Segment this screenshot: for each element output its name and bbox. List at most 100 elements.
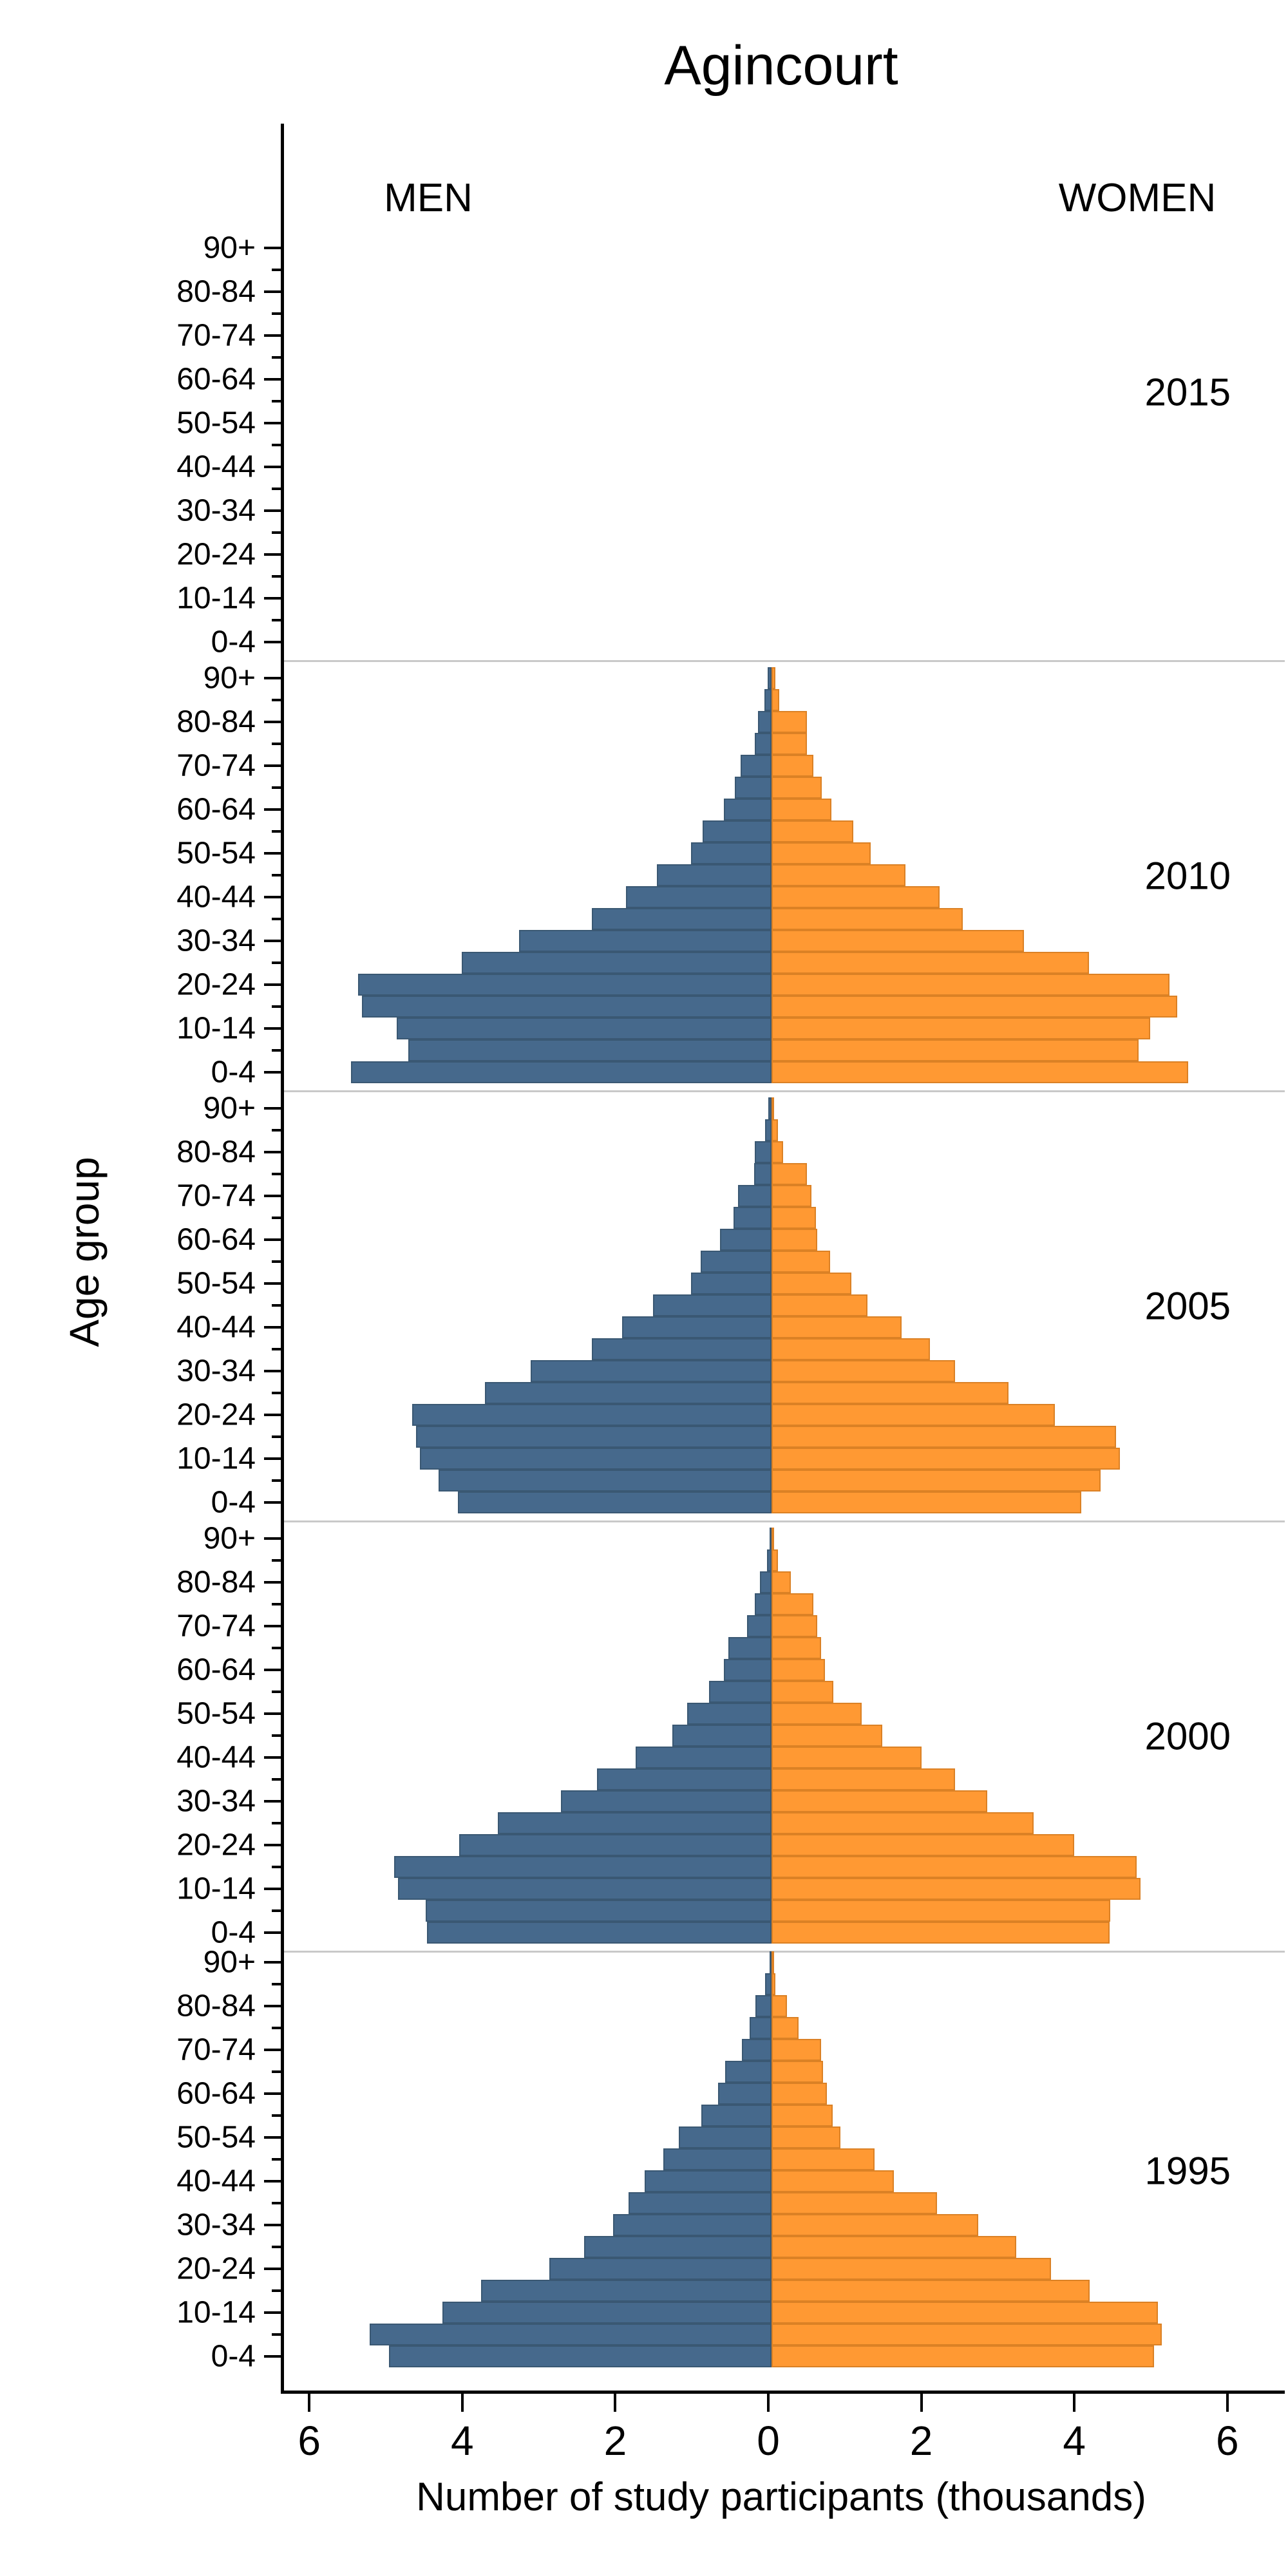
age-row: 60-64 (176, 1223, 1285, 1257)
women-bar (772, 974, 1170, 996)
women-bar (772, 2017, 799, 2039)
women-bar (772, 930, 1025, 952)
men-bar (720, 1229, 772, 1251)
women-bar (772, 1878, 1141, 1900)
women-bar (772, 1973, 775, 1995)
age-tick (272, 743, 281, 745)
women-bar (772, 2061, 823, 2083)
age-tick (264, 422, 281, 424)
age-label: 30-34 (176, 923, 256, 958)
men-bar (461, 952, 772, 974)
men-bar (408, 1039, 772, 1061)
women-bar (772, 1571, 791, 1593)
x-tick-label: 6 (298, 2418, 321, 2464)
rows: 90+ 80-84 70-74 60-64 50-54 40-44 30-34 20-24 10… (176, 1946, 1285, 2374)
men-bar (362, 996, 772, 1018)
age-row: 80-84 (176, 1566, 1285, 1600)
men-bar (583, 2236, 772, 2258)
men-bar (701, 2105, 772, 2126)
men-bar (754, 1141, 772, 1163)
age-tick (264, 1027, 281, 1030)
year-label: 2010 (1144, 854, 1231, 898)
age-tick (272, 2158, 281, 2161)
women-bar (772, 2280, 1090, 2302)
age-row: 10-14 (176, 1872, 1285, 1906)
age-tick (272, 830, 281, 833)
age-label: 50-54 (176, 836, 256, 871)
age-tick (272, 1559, 281, 1562)
age-tick (272, 2333, 281, 2336)
men-bar (746, 1615, 772, 1637)
women-bar (772, 1448, 1120, 1470)
age-row: 0-4 (211, 1056, 1285, 1090)
age-row: 50-54 (176, 837, 1285, 871)
age-tick (272, 2027, 281, 2029)
men-bar (644, 2170, 772, 2192)
age-label: 40-44 (176, 880, 256, 914)
age-tick (272, 2246, 281, 2248)
women-bar (772, 2083, 827, 2105)
men-bar (439, 1470, 772, 1492)
age-tick (272, 1005, 281, 1008)
women-bar (772, 1834, 1075, 1856)
men-bar (724, 1659, 772, 1681)
age-tick (264, 1326, 281, 1329)
age-row (272, 2148, 1285, 2170)
men-column-header: MEN (384, 176, 473, 220)
men-bar (419, 1448, 772, 1470)
women-bar (772, 777, 822, 799)
age-label: 30-34 (176, 2208, 256, 2242)
age-tick (272, 1778, 281, 1781)
age-tick (264, 764, 281, 767)
men-bar (754, 733, 772, 755)
age-label: 80-84 (176, 274, 256, 309)
women-bar (772, 1681, 834, 1703)
men-bar (530, 1360, 772, 1382)
men-bar (628, 2192, 772, 2214)
x-tick-label: 4 (1063, 2418, 1086, 2464)
women-bar (772, 1273, 851, 1294)
age-row: 60-64 (176, 2077, 1285, 2111)
women-bar (772, 1360, 956, 1382)
age-row (272, 996, 1285, 1018)
men-bar (765, 1973, 772, 1995)
women-bar (772, 1703, 862, 1725)
women-bar (772, 886, 940, 908)
women-bar (772, 1097, 774, 1119)
age-tick (272, 1392, 281, 1394)
women-bar (772, 667, 775, 689)
age-tick (264, 2049, 281, 2051)
women-bar (772, 1316, 902, 1338)
age-tick (264, 1370, 281, 1372)
men-bar (518, 930, 772, 952)
age-row: 60-64 (176, 1653, 1285, 1687)
y-axis-title: Age group (61, 1157, 108, 1347)
men-bar (679, 2126, 772, 2148)
age-tick (264, 2268, 281, 2270)
age-tick (264, 290, 281, 293)
age-row: 0-4 (211, 1486, 1285, 1520)
age-tick (264, 466, 281, 468)
women-bar (772, 908, 963, 930)
men-bar (396, 1018, 772, 1039)
age-tick (272, 1983, 281, 1985)
panel-2015: 2015 90+ 80-84 70-74 60-64 50-54 40-44 30-34 20-… (176, 124, 1285, 661)
age-label: 40-44 (176, 1740, 256, 1775)
x-tick-label: 2 (909, 2418, 933, 2464)
men-bar (672, 1725, 772, 1747)
age-row: 20-24 (176, 1828, 1285, 1862)
men-bar (663, 2148, 772, 2170)
age-tick (272, 699, 281, 701)
men-bar (755, 1995, 772, 2017)
men-bar (753, 1163, 772, 1185)
men-bar (691, 1273, 772, 1294)
women-column-header: WOMEN (1058, 176, 1217, 220)
age-label: 80-84 (176, 1989, 256, 2023)
age-tick (272, 2202, 281, 2204)
age-row (272, 1900, 1285, 1922)
year-label: 1995 (1144, 2149, 1231, 2193)
age-row: 40-44 (176, 880, 1285, 914)
women-bar (772, 1207, 816, 1229)
age-label: 10-14 (176, 2295, 256, 2330)
